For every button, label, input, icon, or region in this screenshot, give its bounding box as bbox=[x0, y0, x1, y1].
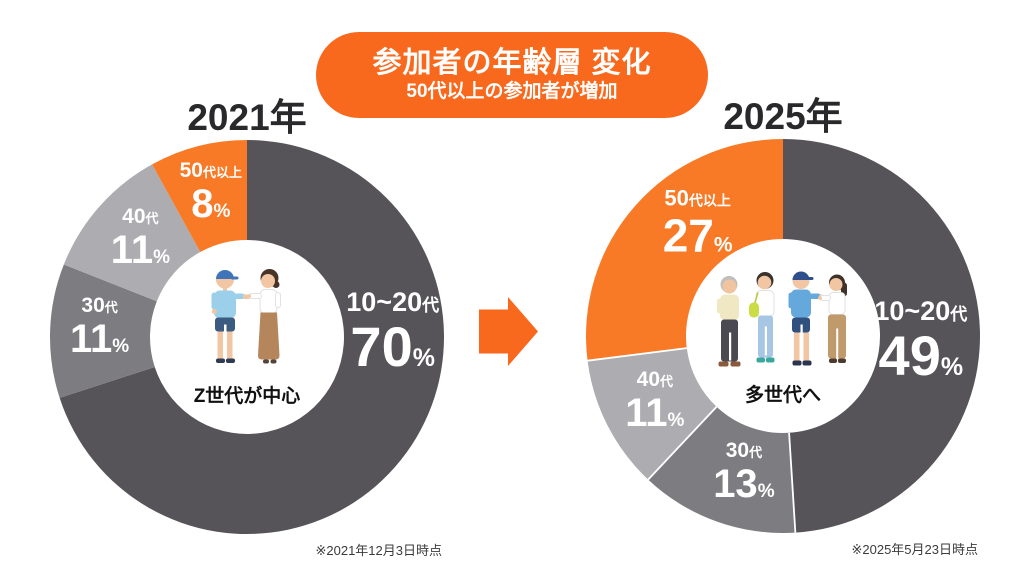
segment-label-10~20代: 10~20代 70% bbox=[346, 286, 440, 378]
donut-svg-2025 bbox=[586, 139, 980, 533]
segment-10~20代 bbox=[783, 139, 980, 533]
segment-label-40代: 40代 11% bbox=[110, 204, 170, 272]
segment-40代 bbox=[63, 164, 201, 302]
title-banner: 参加者の年齢層 変化 50代以上の参加者が増加 bbox=[316, 32, 708, 118]
segment-30代 bbox=[50, 264, 157, 398]
right-arrow-icon bbox=[479, 297, 538, 366]
segment-label-50代以上: 50代以上 27% bbox=[662, 185, 733, 262]
segment-label-30代: 30代 13% bbox=[713, 439, 775, 507]
center-caption-2025: 多世代へ bbox=[744, 385, 822, 406]
chart-title-2025: 2025年 bbox=[723, 96, 843, 137]
chart-2025: 2025年 bbox=[586, 98, 980, 564]
segment-30代 bbox=[648, 406, 796, 533]
segment-separator bbox=[587, 347, 687, 362]
page-title: 参加者の年齢層 変化 bbox=[372, 47, 652, 79]
gen-z-illustration bbox=[197, 267, 297, 376]
segment-10~20代 bbox=[59, 140, 444, 534]
segment-separator bbox=[788, 432, 797, 533]
multi-generation-illustration bbox=[713, 269, 853, 380]
segment-label-40代: 40代 11% bbox=[625, 368, 685, 436]
four-people-icon bbox=[717, 271, 847, 367]
footnote-2025: ※2025年5月23日時点 bbox=[851, 542, 978, 557]
two-people-icon bbox=[211, 269, 281, 364]
donut-svg-2021 bbox=[50, 140, 444, 534]
page-subtitle: 50代以上の参加者が増加 bbox=[406, 81, 618, 102]
segment-label-50代以上: 50代以上 8% bbox=[179, 158, 242, 226]
segment-label-30代: 30代 11% bbox=[70, 293, 130, 361]
segment-50代以上 bbox=[152, 140, 247, 252]
segment-label-10~20代: 10~20代 49% bbox=[874, 295, 968, 387]
donut-chart-2021: Z世代が中心 10~20代 70% 30代 11% 40代 11% 50代以上 8% bbox=[50, 140, 444, 534]
donut-chart-2025: 多世代へ 10~20代 49% 30代 13% 40代 11% 50代以上 27% bbox=[586, 139, 980, 533]
chart-title-2021: 2021年 bbox=[187, 97, 307, 138]
segment-40代 bbox=[587, 348, 717, 480]
segment-50代以上 bbox=[586, 139, 783, 361]
segment-separator bbox=[647, 406, 718, 481]
footnote-2021: ※2021年12月3日時点 bbox=[315, 543, 442, 558]
chart-2021: 2021年 bbox=[50, 99, 444, 565]
center-caption-2021: Z世代が中心 bbox=[193, 386, 301, 407]
